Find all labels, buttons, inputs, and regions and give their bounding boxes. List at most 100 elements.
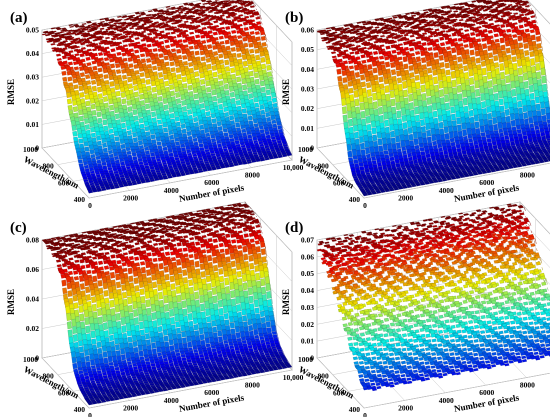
surface-patch bbox=[493, 55, 499, 62]
surface-patch bbox=[145, 109, 151, 116]
surface-patch bbox=[505, 115, 511, 123]
surface-patch bbox=[412, 131, 418, 139]
surface-patch bbox=[487, 80, 493, 89]
surface-patch bbox=[219, 22, 225, 26]
surface-patch bbox=[414, 106, 420, 115]
surface-patch bbox=[479, 85, 485, 94]
surface-patch bbox=[185, 98, 191, 105]
surface-patch bbox=[77, 80, 83, 86]
surface-patch bbox=[500, 71, 506, 80]
surface-patch bbox=[125, 147, 131, 152]
surface-patch bbox=[246, 159, 252, 162]
surface-patch bbox=[402, 89, 408, 98]
surface-patch bbox=[71, 125, 77, 131]
surface-patch bbox=[89, 167, 95, 172]
surface-patch bbox=[132, 156, 138, 161]
surface-patch bbox=[234, 140, 240, 145]
surface-patch bbox=[433, 76, 439, 85]
surface-patch bbox=[426, 136, 432, 144]
surface-patch bbox=[132, 137, 138, 143]
surface-patch bbox=[105, 28, 111, 31]
surface-patch bbox=[258, 154, 264, 158]
surface-patch bbox=[90, 74, 96, 80]
surface-patch bbox=[379, 35, 386, 38]
surface-patch bbox=[214, 0, 220, 1]
surface-patch bbox=[89, 121, 95, 128]
surface-patch bbox=[390, 44, 396, 49]
surface-patch bbox=[210, 113, 216, 119]
surface-patch bbox=[228, 110, 234, 116]
surface-patch bbox=[187, 109, 193, 115]
surface-patch bbox=[404, 25, 410, 28]
surface-patch bbox=[101, 64, 107, 70]
surface-patch bbox=[146, 63, 152, 69]
surface-patch bbox=[192, 137, 198, 143]
surface-patch bbox=[213, 1, 219, 4]
surface-patch bbox=[144, 68, 150, 74]
surface-patch bbox=[247, 134, 253, 139]
surface-patch bbox=[175, 92, 181, 98]
surface-patch bbox=[246, 161, 252, 164]
surface-patch bbox=[131, 152, 137, 157]
surface-patch bbox=[424, 81, 431, 90]
surface-patch bbox=[92, 48, 98, 52]
surface-patch bbox=[174, 137, 180, 142]
surface-patch bbox=[120, 122, 126, 129]
surface-patch bbox=[463, 44, 469, 48]
surface-patch bbox=[194, 99, 200, 106]
surface-patch bbox=[528, 44, 534, 51]
surface-patch bbox=[181, 34, 187, 38]
surface-patch bbox=[518, 75, 524, 84]
surface-patch bbox=[211, 3, 217, 6]
surface-patch bbox=[243, 1, 249, 4]
surface-patch bbox=[265, 58, 271, 65]
surface-patch bbox=[457, 37, 463, 42]
surface-patch bbox=[272, 74, 274, 80]
surface-patch bbox=[139, 123, 145, 129]
surface-patch bbox=[533, 121, 539, 127]
surface-patch bbox=[530, 15, 536, 19]
surface-patch bbox=[400, 139, 406, 148]
surface-patch bbox=[390, 69, 397, 76]
surface-patch bbox=[258, 99, 264, 106]
surface-patch bbox=[102, 165, 108, 170]
surface-patch bbox=[217, 48, 223, 54]
surface-patch bbox=[450, 113, 457, 121]
surface-patch bbox=[79, 53, 85, 58]
surface-patch bbox=[255, 36, 261, 42]
surface-patch bbox=[114, 136, 120, 142]
surface-patch bbox=[150, 152, 156, 157]
surface-patch bbox=[114, 58, 120, 64]
surface-patch bbox=[516, 93, 522, 101]
surface-patch bbox=[239, 120, 245, 126]
surface-patch bbox=[498, 29, 504, 34]
surface-patch bbox=[486, 105, 492, 113]
surface-patch bbox=[523, 43, 529, 49]
surface-patch bbox=[218, 35, 224, 40]
surface-patch bbox=[534, 54, 540, 63]
surface-patch bbox=[207, 1, 213, 3]
surface-patch bbox=[497, 121, 503, 130]
surface-patch bbox=[181, 76, 187, 83]
surface-patch bbox=[164, 39, 170, 44]
surface-patch bbox=[425, 88, 431, 97]
surface-patch bbox=[515, 86, 521, 95]
surface-patch bbox=[165, 20, 171, 24]
surface-patch bbox=[231, 0, 238, 4]
surface-patch bbox=[90, 132, 96, 138]
surface-patch bbox=[515, 124, 521, 130]
surface-patch bbox=[112, 168, 118, 172]
surface-patch bbox=[221, 142, 227, 147]
surface-patch bbox=[235, 26, 241, 31]
surface-patch bbox=[421, 93, 427, 101]
surface-patch bbox=[287, 146, 290, 148]
surface-patch bbox=[246, 148, 252, 152]
surface-patch bbox=[182, 83, 188, 89]
surface-patch bbox=[473, 108, 479, 116]
surface-patch bbox=[523, 18, 529, 23]
surface-patch bbox=[218, 18, 224, 22]
surface-patch bbox=[150, 105, 156, 112]
surface-patch bbox=[248, 98, 254, 105]
surface-patch bbox=[120, 92, 126, 98]
surface-patch bbox=[176, 48, 182, 54]
